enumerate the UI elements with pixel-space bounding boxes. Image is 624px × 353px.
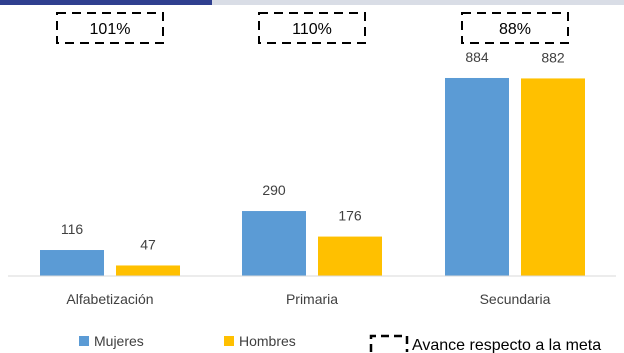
bar-hombres-secundaria [521,78,585,276]
legend-label-hombres: Hombres [239,333,296,349]
data-labels: 116 47 290 176 884 882 [61,49,565,252]
goal-box-primaria [258,12,366,44]
bar-mujeres-primaria [242,211,306,276]
goal-progress-alfabetizacion: 101% [90,21,131,38]
category-label-secundaria: Secundaria [480,291,551,307]
legend-goal-icon [369,334,409,352]
category-label-alfabetizacion: Alfabetización [66,291,153,307]
data-label-hombres-alfabetizacion: 47 [140,236,156,252]
legend-goal-label: Avance respecto a la meta [412,337,601,353]
data-label-mujeres-alfabetizacion: 116 [61,221,84,237]
goal-progress-primaria: 110% [292,21,332,38]
data-label-mujeres-primaria: 290 [262,182,286,198]
goal-progress-secundaria: 88% [499,21,531,38]
header-accent [0,0,212,5]
data-label-hombres-secundaria: 882 [541,49,565,65]
goal-box-secundaria [461,12,569,44]
bar-mujeres-secundaria [445,77,509,276]
header-bar [0,0,624,5]
legend-swatch-mujeres [79,336,89,346]
data-label-hombres-primaria: 176 [338,208,362,224]
legend: Mujeres Hombres Avance respecto a la meta [79,333,601,353]
bar-hombres-alfabetizacion [116,265,180,276]
bar-mujeres-alfabetizacion [40,250,104,276]
data-label-mujeres-secundaria: 884 [465,49,489,65]
goal-boxes: 101% 110% 88% [56,12,569,44]
legend-label-mujeres: Mujeres [94,333,144,349]
legend-swatch-hombres [224,336,234,346]
category-labels: Alfabetización Primaria Secundaria [66,291,550,307]
category-label-primaria: Primaria [286,291,338,307]
bars [40,77,585,276]
bar-hombres-primaria [318,236,382,276]
goal-box-alfabetizacion [56,12,164,44]
